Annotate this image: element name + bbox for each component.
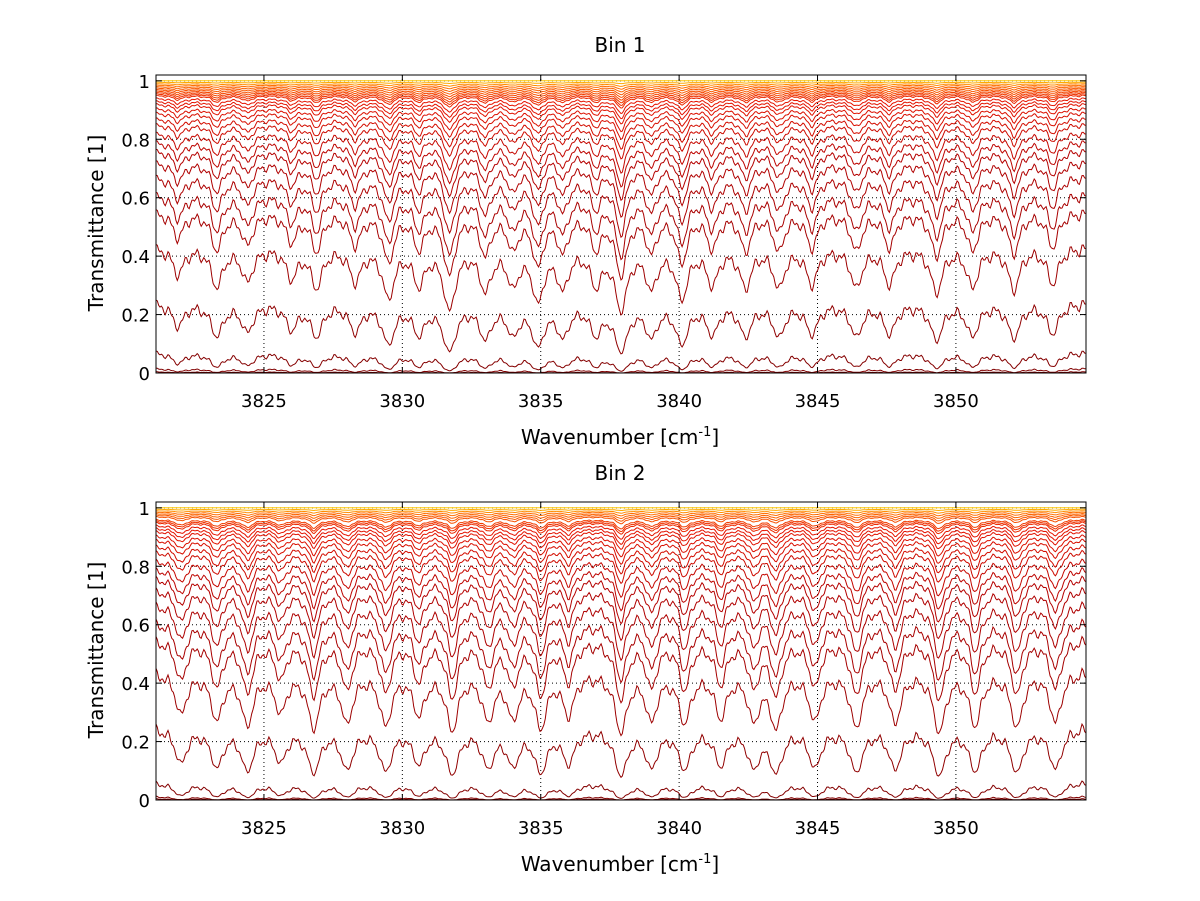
series-line-20 [155,140,1087,188]
y-axis-label-bin-2: Transmittance [1] [84,562,108,740]
ticks-bin-2: 3825 3830 3835 3840 3845 3850 0 0.2 0.4 0.6 0.8 1 [121,499,1086,839]
series-line-26 [155,243,1087,316]
x-tick-label: 3845 [795,391,841,412]
series-line-16 [155,544,1087,575]
series-line-14 [155,534,1087,558]
y-tick-label: 0.6 [121,616,150,637]
y-tick-label: 0.6 [121,189,150,210]
series-line-27 [155,780,1087,799]
series-line-10 [155,93,1087,107]
series-line-19 [155,131,1087,174]
series-line-23 [155,618,1087,684]
ticks-bin-1: 3825 3830 3835 3840 3845 3850 0 0.2 0.4 0.6 0.8 1 [121,72,1086,412]
y-tick-label: 0.8 [121,130,150,151]
grid-bin-1 [156,75,1086,374]
series-line-17 [155,549,1087,585]
plot-frame-bin-1 [155,74,1087,374]
series-line-11 [155,524,1087,540]
y-tick-label: 0.4 [121,247,150,268]
x-tick-label: 3835 [518,818,564,839]
series-line-5 [155,512,1087,520]
series-line-7 [156,88,1086,98]
series-line-4 [156,84,1086,90]
series-line-17 [155,117,1087,150]
x-tick-label: 3840 [656,391,702,412]
series-line-7 [155,515,1087,525]
y-tick-label: 0.8 [121,557,150,578]
series-line-4 [155,511,1087,517]
series-line-6 [155,87,1086,96]
x-tick-label: 3830 [379,818,425,839]
y-tick-label: 1 [139,499,150,520]
y-tick-label: 0.4 [121,674,150,695]
series-line-5 [155,86,1087,93]
series-line-20 [155,575,1087,625]
x-axis-label-bin-1: Wavenumber [cm-1] [521,425,719,449]
series-line-24 [155,635,1087,704]
y-tick-label: 0 [139,364,150,385]
x-tick-label: 3825 [241,391,287,412]
series-line-21 [155,148,1087,202]
series-line-14 [155,103,1087,125]
chart-title-bin-1: Bin 1 [594,33,645,57]
series-line-23 [155,174,1087,239]
x-tick-label: 3835 [518,391,564,412]
series-line-2 [156,81,1086,85]
series-line-13 [155,530,1087,551]
series-line-22 [155,160,1087,218]
series-line-2 [156,508,1086,512]
series-line-28 [155,350,1087,372]
series-line-19 [155,566,1087,612]
series-line-26 [155,722,1087,779]
series-line-6 [155,514,1087,522]
series-line-24 [155,191,1087,261]
y-tick-label: 0.2 [121,733,150,754]
series-line-9 [155,520,1087,533]
series-line-15 [155,538,1087,566]
series-lines-bin-2 [155,507,1087,801]
series-lines-bin-1 [155,80,1087,374]
x-tick-label: 3830 [379,391,425,412]
series-line-12 [155,97,1087,115]
series-line-11 [155,94,1086,109]
y-tick-label: 1 [139,72,150,93]
series-line-8 [155,90,1086,101]
y-axis-label-bin-1: Transmittance [1] [84,135,108,313]
series-line-16 [155,111,1087,140]
plot-frame-bin-2 [155,501,1087,801]
y-tick-label: 0.2 [121,306,150,327]
panel-bin-2: Bin 2 3825 3830 3835 3840 3845 3850 0 0.2 0.4 0.6… [84,461,1087,876]
series-line-25 [155,209,1087,281]
series-line-8 [155,518,1087,530]
x-tick-label: 3840 [656,818,702,839]
x-tick-label: 3845 [795,818,841,839]
series-line-18 [155,558,1087,599]
x-tick-label: 3825 [241,818,287,839]
series-line-25 [155,667,1087,737]
series-line-10 [155,521,1087,535]
series-line-12 [155,527,1087,546]
y-tick-label: 0 [139,791,150,812]
x-tick-label: 3850 [933,818,979,839]
series-line-3 [156,83,1086,87]
series-line-27 [155,299,1087,355]
x-tick-label: 3850 [933,391,979,412]
series-line-3 [155,510,1086,514]
chart-title-bin-2: Bin 2 [594,461,645,485]
series-line-21 [155,586,1087,642]
series-line-22 [155,600,1087,662]
series-line-18 [155,123,1087,160]
series-line-9 [155,91,1087,104]
series-line-15 [155,107,1086,133]
series-line-13 [155,100,1086,120]
x-axis-label-bin-2: Wavenumber [cm-1] [521,852,719,876]
panel-bin-1: Bin 1 3825 3830 3835 3840 3845 3850 0 0.2 0.4 0.6… [84,33,1087,449]
